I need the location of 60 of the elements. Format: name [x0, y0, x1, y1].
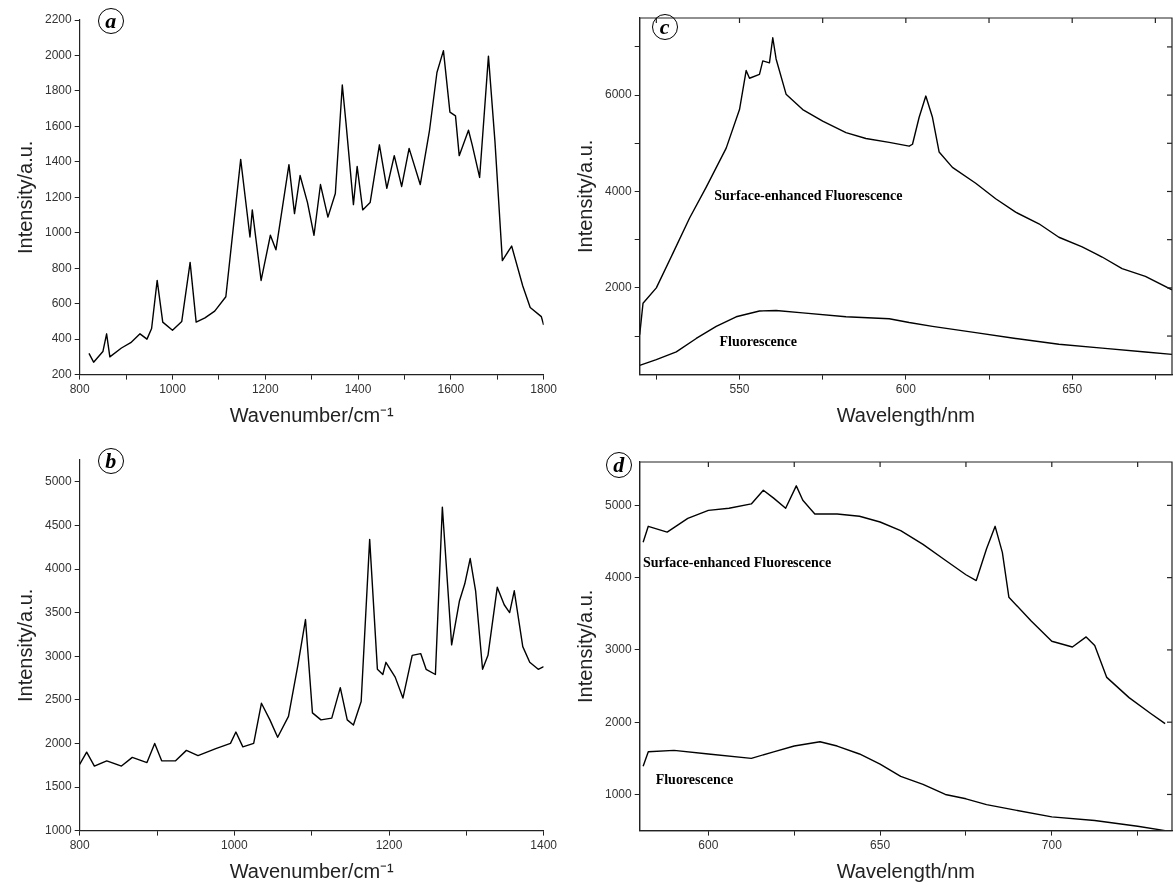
y-tick-label: 3500: [44, 604, 73, 619]
series-label: Surface-enhanced Fluorescence: [714, 187, 903, 203]
y-tick-label: 1800: [44, 83, 73, 98]
x-tick-label: 1200: [251, 382, 279, 397]
y-tick-label: 400: [51, 331, 73, 346]
y-tick-label: 3000: [604, 642, 633, 657]
x-tick-label: 700: [1041, 838, 1063, 853]
y-axis-title: Intensity/a.u.: [573, 589, 596, 703]
y-tick-label: 1500: [44, 779, 73, 794]
x-tick-label: 1800: [530, 382, 558, 397]
y-tick-label: 4000: [604, 569, 633, 584]
y-tick-label: 5000: [604, 497, 633, 512]
x-axis-title: Wavenumber/cm⁻¹: [229, 859, 395, 882]
y-axis-title: Intensity/a.u.: [13, 588, 36, 702]
x-tick-label: 1400: [530, 838, 558, 853]
text: d: [605, 452, 632, 478]
y-tick-label: 2000: [604, 714, 633, 729]
y-tick-label: 1000: [44, 225, 73, 240]
annotation: c: [651, 14, 678, 40]
x-tick-label: 1600: [437, 382, 465, 397]
series-label: Surface-enhanced Fluorescence: [642, 555, 832, 571]
x-tick-label: 1400: [344, 382, 372, 397]
y-tick-label: 4500: [44, 517, 73, 532]
y-tick-label: 2000: [44, 735, 73, 750]
y-tick-label: 6000: [604, 87, 633, 102]
y-tick-label: 2500: [44, 692, 73, 707]
series-label: Fluorescence: [655, 771, 734, 787]
y-tick-label: 800: [51, 260, 73, 275]
y-tick-label: 1400: [44, 154, 73, 169]
x-axis-title: Wavelength/nm: [836, 403, 975, 426]
y-tick-label: 1000: [604, 786, 633, 801]
y-tick-label: 600: [51, 295, 73, 310]
y-tick-label: 3000: [44, 648, 73, 663]
y-tick-label: 5000: [44, 474, 73, 489]
x-tick-label: 650: [1062, 382, 1083, 397]
x-axis-title: Wavelength/nm: [836, 859, 975, 882]
annotation: a: [97, 8, 124, 34]
y-tick-label: 2200: [44, 12, 73, 27]
x-tick-label: 600: [895, 382, 917, 397]
annotation: b: [97, 448, 124, 474]
y-axis-title: Intensity/a.u.: [573, 139, 596, 253]
x-axis-title: Wavenumber/cm⁻¹: [229, 403, 395, 426]
x-tick-label: 1200: [375, 838, 403, 853]
y-tick-label: 2000: [604, 280, 633, 295]
y-tick-label: 1000: [44, 822, 73, 837]
x-tick-label: 1000: [159, 382, 187, 397]
x-tick-label: 1000: [221, 838, 249, 853]
y-tick-label: 1600: [44, 118, 73, 133]
x-tick-label: 650: [870, 838, 891, 853]
y-tick-label: 4000: [44, 561, 73, 576]
y-tick-label: 2000: [44, 47, 73, 62]
y-axis-title: Intensity/a.u.: [13, 140, 36, 254]
x-tick-label: 800: [69, 838, 91, 853]
x-tick-label: 550: [729, 382, 750, 397]
y-tick-label: 1200: [44, 189, 73, 204]
y-tick-label: 200: [51, 366, 73, 381]
y-tick-label: 4000: [604, 183, 633, 198]
x-tick-label: 600: [698, 838, 719, 853]
series-label: Fluorescence: [719, 334, 798, 350]
x-tick-label: 800: [69, 382, 91, 397]
